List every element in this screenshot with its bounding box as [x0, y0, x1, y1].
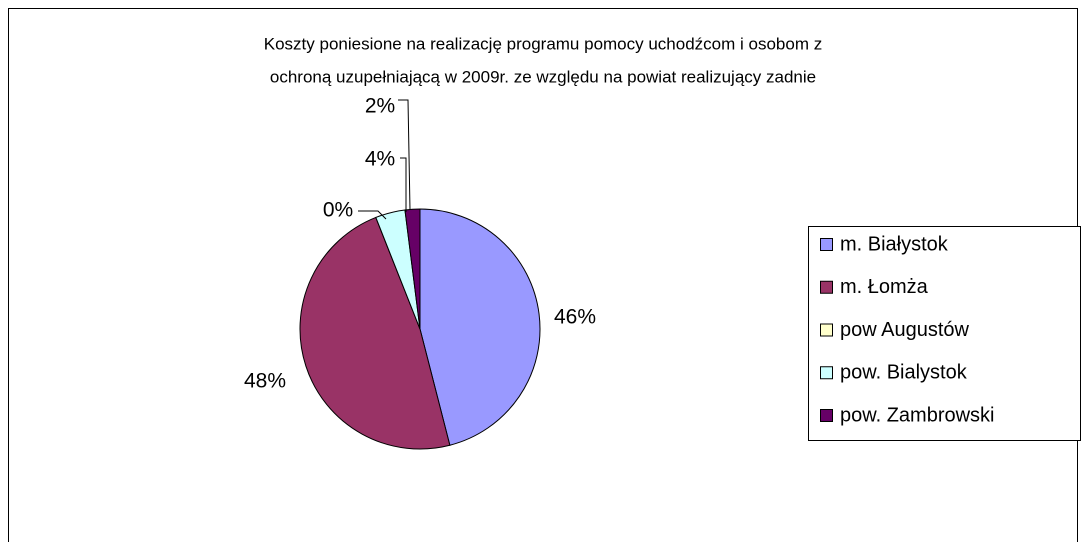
- legend: [808, 226, 1081, 441]
- chart-title: ochroną uzupełniającą w 2009r. ze względ…: [270, 67, 816, 86]
- legend-label: pow. Bialystok: [840, 362, 968, 384]
- leader-line: [398, 99, 411, 211]
- legend-swatch: [820, 238, 833, 251]
- legend-swatch: [820, 323, 833, 337]
- chart-title: Koszty poniesione na realizację programu…: [264, 34, 822, 53]
- data-label: 4%: [365, 148, 395, 171]
- data-label: 48%: [244, 370, 286, 393]
- pie-slice: [299, 216, 451, 450]
- legend-label: pow. Zambrowski: [840, 404, 995, 426]
- legend-swatch: [820, 366, 833, 380]
- legend-label: m. Łomża: [840, 276, 929, 298]
- pie-slice: [419, 208, 541, 446]
- pie-slice: [404, 208, 421, 330]
- legend-label: pow Augustów: [840, 319, 970, 341]
- data-label: 2%: [365, 95, 395, 118]
- legend-swatch: [820, 280, 833, 294]
- data-label: 46%: [554, 306, 596, 329]
- legend-label: m. Białystok: [840, 233, 949, 255]
- legend-swatch: [820, 409, 833, 422]
- leader-line: [358, 210, 387, 220]
- data-label: 0%: [323, 199, 353, 222]
- leader-line: [400, 157, 407, 212]
